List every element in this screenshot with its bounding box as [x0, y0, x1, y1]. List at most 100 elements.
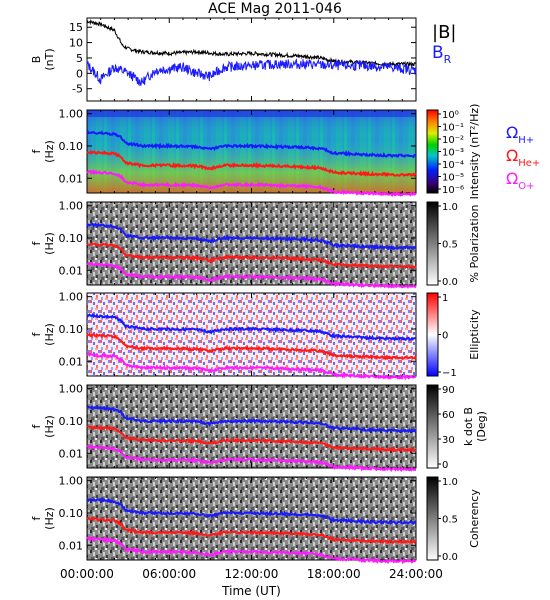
y-tick-label: 0.10	[59, 415, 84, 428]
y-tick-label: 0.01	[59, 264, 84, 277]
ylabel-line2-coherency: (Hz)	[43, 507, 56, 530]
colorbar-tick-label: 0.0	[442, 552, 458, 563]
legend-oplus: ΩO+	[506, 169, 534, 192]
spectrogram-ellipticity	[87, 293, 416, 376]
figure-title: ACE Mag 2011-046	[208, 1, 342, 17]
colorbar-coherency	[426, 476, 439, 561]
y-tick-label: -5	[72, 83, 83, 96]
colorbar-tick-label: −1	[442, 368, 457, 379]
b-r-line	[86, 58, 417, 87]
he-plus-line	[86, 242, 417, 270]
y-tick-label: 1.00	[59, 383, 84, 396]
data-lines-layer	[86, 18, 417, 565]
colorbar-tick-label: 1.0	[442, 477, 458, 488]
colorbar-ellipticity	[426, 292, 439, 377]
colorbar-tick-label: 10⁻³	[442, 148, 464, 159]
colorbar-label-polarization: % Polarization	[468, 205, 481, 283]
colorbar-tick-label: 0	[442, 460, 448, 471]
y-tick-label: 0	[76, 67, 83, 80]
o-plus-line	[86, 168, 417, 198]
colorbar-tick-label: 0	[442, 331, 448, 342]
h-plus-line	[86, 312, 417, 342]
colorbar-tick-label: 0.5	[442, 240, 458, 251]
colorbar-tick-label: 10⁰	[442, 110, 459, 121]
colorbar-kdotb	[426, 384, 439, 469]
h-plus-line	[86, 222, 416, 251]
y-tick-label: 0.10	[59, 323, 84, 336]
ylabel-line1-kdotb: f	[30, 423, 43, 428]
legend-heplus: ΩHe+	[506, 146, 540, 169]
ylabel-line2-intensity: (Hz)	[43, 140, 56, 163]
y-tick-label: 0.10	[59, 507, 84, 520]
x-tick-label: 00:00:00	[60, 567, 114, 581]
colorbar-label-line1-kdotb: k dot B	[462, 407, 475, 446]
legend-b-total: |B|	[432, 22, 456, 43]
o-plus-line	[86, 444, 417, 472]
x-tick-label: 18:00:00	[307, 567, 361, 581]
he-plus-line	[86, 516, 417, 545]
ylabel-line1-intensity: f	[30, 148, 43, 153]
o-plus-line	[86, 261, 417, 289]
y-tick-label: 0.10	[59, 140, 84, 153]
y-tick-label: 0.01	[59, 539, 84, 552]
y-tick-label: 0.01	[59, 447, 84, 460]
ylabel-line2-ellipticity: (Hz)	[43, 323, 56, 346]
y-tick-label: 0.01	[59, 355, 84, 368]
spectrogram-coherency	[87, 477, 416, 560]
colorbar-tick-label: 90	[442, 385, 455, 396]
x-axis-label: Time (UT)	[221, 584, 281, 598]
y-tick-label: 1.00	[59, 108, 84, 121]
colorbar-tick-label: 10⁻²	[442, 135, 464, 146]
x-tick-label: 12:00:00	[225, 567, 279, 581]
colorbar-tick-label: 10⁻⁵	[442, 173, 464, 184]
panel-b-frame	[86, 17, 417, 102]
colorbar-tick-label: 1	[442, 293, 448, 304]
o-plus-line	[86, 352, 417, 381]
colorbar-intensity	[426, 109, 439, 194]
y-tick-label: 15	[69, 21, 83, 34]
y-tick-label: 0.01	[59, 172, 84, 185]
legend-hplus: ΩH+	[506, 123, 534, 146]
x-tick-label: 24:00:00	[389, 567, 443, 581]
y-tick-label: 1.00	[59, 475, 84, 488]
colorbar-label-intensity: Intensity (nT²/Hz)	[468, 104, 481, 200]
ylabel-line1-coherency: f	[30, 515, 43, 520]
colorbar-tick-label: 0.0	[442, 277, 458, 288]
he-plus-line	[86, 424, 417, 453]
colorbar-tick-label: 30	[442, 435, 455, 446]
h-plus-line	[86, 404, 417, 434]
b-ylabel-line2: (nT)	[43, 48, 56, 70]
colorbar-label-coherency: Coherency	[468, 489, 481, 548]
y-tick-label: 10	[69, 37, 83, 50]
o-plus-line	[86, 535, 417, 565]
b-ylabel-line1: B	[30, 56, 43, 64]
panel-images	[87, 110, 416, 560]
spectrogram-intensity-shading	[87, 110, 416, 193]
colorbar-label-line2-kdotb: (Deg)	[475, 411, 488, 442]
spectrogram-kdotb	[87, 385, 416, 468]
colorbar-label-ellipticity: Ellipticity	[468, 309, 481, 360]
y-tick-label: 1.00	[59, 291, 84, 304]
y-tick-label: 1.00	[59, 200, 84, 213]
ylabel-line1-ellipticity: f	[30, 331, 43, 336]
h-plus-line	[86, 497, 417, 525]
colorbar-tick-label: 10⁻⁶	[442, 185, 464, 196]
colorbar-tick-label: 0.5	[442, 515, 458, 526]
y-tick-label: 5	[76, 52, 83, 65]
ylabel-line2-kdotb: (Hz)	[43, 415, 56, 438]
x-tick-label: 06:00:00	[142, 567, 196, 581]
ylabel-line1-polarization: f	[30, 240, 43, 245]
y-tick-label: 0.10	[59, 232, 84, 245]
he-plus-line	[86, 149, 417, 178]
legend-b-r: BR	[432, 43, 452, 66]
axes-layer	[86, 17, 441, 561]
colorbar-tick-label: 10⁻⁴	[442, 160, 464, 171]
h-plus-line	[86, 130, 417, 159]
he-plus-line	[86, 332, 417, 361]
colorbar-tick-label: 1.0	[442, 202, 458, 213]
ylabel-line2-polarization: (Hz)	[43, 232, 56, 255]
colorbar-tick-label: 60	[442, 410, 455, 421]
spectrogram-polarization	[87, 202, 416, 285]
